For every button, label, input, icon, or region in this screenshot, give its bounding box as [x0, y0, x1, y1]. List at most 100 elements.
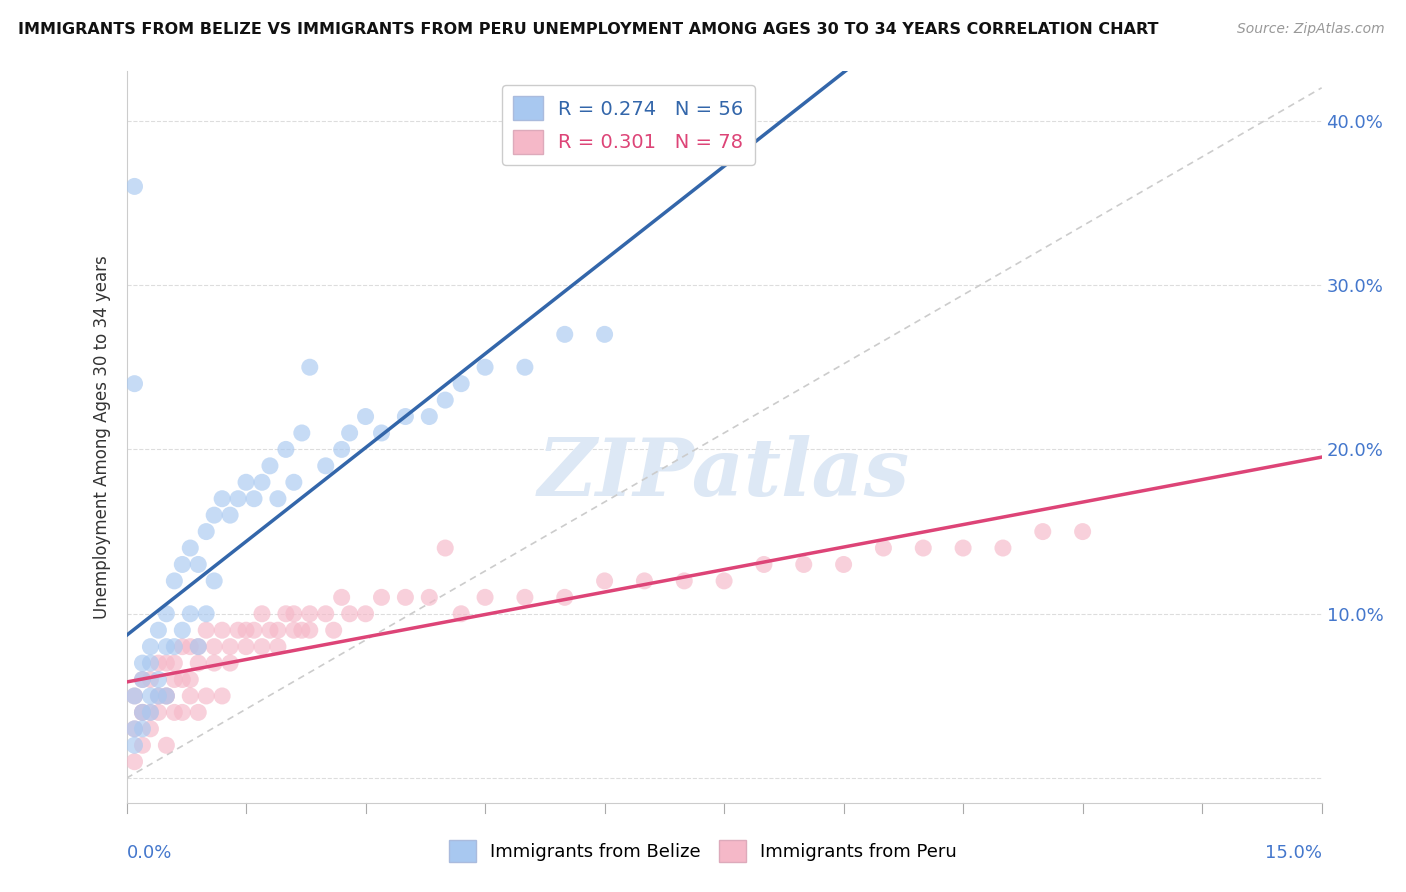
- Text: 0.0%: 0.0%: [127, 844, 172, 862]
- Point: [155, 689, 177, 703]
- Point: [124, 722, 146, 736]
- Point: [339, 607, 361, 621]
- Point: [172, 673, 194, 687]
- Point: [124, 722, 146, 736]
- Point: [139, 656, 162, 670]
- Point: [148, 689, 170, 703]
- Point: [139, 706, 162, 720]
- Point: [131, 673, 153, 687]
- Point: [298, 607, 321, 621]
- Point: [195, 607, 218, 621]
- Point: [267, 491, 290, 506]
- Point: [513, 591, 536, 605]
- Point: [124, 689, 146, 703]
- Point: [291, 624, 314, 638]
- Point: [211, 491, 233, 506]
- Point: [179, 673, 201, 687]
- Point: [235, 640, 257, 654]
- Point: [250, 640, 273, 654]
- Point: [418, 409, 440, 424]
- Point: [179, 541, 201, 555]
- Text: 15.0%: 15.0%: [1264, 844, 1322, 862]
- Point: [330, 442, 353, 457]
- Point: [139, 706, 162, 720]
- Point: [226, 491, 249, 506]
- Point: [291, 425, 314, 440]
- Point: [163, 640, 186, 654]
- Point: [202, 574, 225, 588]
- Point: [450, 607, 472, 621]
- Point: [172, 558, 194, 572]
- Point: [298, 360, 321, 375]
- Point: [131, 706, 153, 720]
- Point: [195, 524, 218, 539]
- Point: [148, 689, 170, 703]
- Point: [394, 409, 416, 424]
- Point: [163, 673, 186, 687]
- Point: [131, 656, 153, 670]
- Point: [179, 607, 201, 621]
- Point: [131, 722, 153, 736]
- Point: [139, 673, 162, 687]
- Point: [593, 327, 616, 342]
- Point: [179, 689, 201, 703]
- Point: [202, 656, 225, 670]
- Point: [1032, 524, 1054, 539]
- Point: [155, 689, 177, 703]
- Point: [139, 640, 162, 654]
- Point: [554, 327, 576, 342]
- Point: [991, 541, 1014, 555]
- Point: [339, 425, 361, 440]
- Point: [283, 624, 305, 638]
- Point: [474, 360, 496, 375]
- Point: [124, 739, 146, 753]
- Point: [187, 656, 209, 670]
- Point: [474, 591, 496, 605]
- Point: [250, 607, 273, 621]
- Legend: Immigrants from Belize, Immigrants from Peru: Immigrants from Belize, Immigrants from …: [441, 833, 965, 870]
- Point: [315, 458, 337, 473]
- Point: [202, 640, 225, 654]
- Point: [148, 624, 170, 638]
- Point: [131, 673, 153, 687]
- Point: [434, 393, 457, 408]
- Point: [124, 179, 146, 194]
- Point: [793, 558, 815, 572]
- Point: [219, 640, 242, 654]
- Point: [219, 656, 242, 670]
- Point: [434, 541, 457, 555]
- Point: [219, 508, 242, 523]
- Text: ZIPatlas: ZIPatlas: [538, 435, 910, 512]
- Point: [195, 624, 218, 638]
- Point: [593, 574, 616, 588]
- Point: [243, 491, 266, 506]
- Point: [1071, 524, 1094, 539]
- Point: [673, 574, 696, 588]
- Point: [187, 558, 209, 572]
- Point: [330, 591, 353, 605]
- Point: [163, 706, 186, 720]
- Point: [139, 689, 162, 703]
- Point: [450, 376, 472, 391]
- Point: [283, 475, 305, 490]
- Point: [187, 640, 209, 654]
- Point: [148, 673, 170, 687]
- Text: IMMIGRANTS FROM BELIZE VS IMMIGRANTS FROM PERU UNEMPLOYMENT AMONG AGES 30 TO 34 : IMMIGRANTS FROM BELIZE VS IMMIGRANTS FRO…: [18, 22, 1159, 37]
- Point: [912, 541, 935, 555]
- Point: [202, 508, 225, 523]
- Point: [131, 706, 153, 720]
- Point: [155, 739, 177, 753]
- Point: [259, 624, 281, 638]
- Point: [554, 591, 576, 605]
- Point: [322, 624, 344, 638]
- Point: [418, 591, 440, 605]
- Point: [163, 574, 186, 588]
- Point: [187, 706, 209, 720]
- Point: [250, 475, 273, 490]
- Point: [187, 640, 209, 654]
- Point: [172, 624, 194, 638]
- Point: [155, 656, 177, 670]
- Point: [354, 607, 377, 621]
- Point: [155, 689, 177, 703]
- Point: [274, 607, 297, 621]
